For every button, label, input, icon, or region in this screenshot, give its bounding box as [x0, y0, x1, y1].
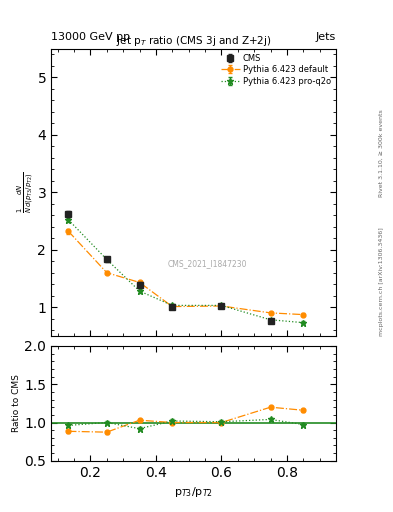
Text: Rivet 3.1.10, ≥ 300k events: Rivet 3.1.10, ≥ 300k events — [379, 110, 384, 198]
Y-axis label: Ratio to CMS: Ratio to CMS — [13, 374, 22, 432]
Y-axis label: $\frac{1}{N}\frac{dN}{d(p_{T3}/p_{T2})}$: $\frac{1}{N}\frac{dN}{d(p_{T3}/p_{T2})}$ — [15, 172, 35, 213]
Text: CMS_2021_I1847230: CMS_2021_I1847230 — [168, 260, 248, 269]
Text: Jets: Jets — [316, 32, 336, 42]
Text: mcplots.cern.ch [arXiv:1306.3436]: mcplots.cern.ch [arXiv:1306.3436] — [379, 227, 384, 336]
X-axis label: p$_{T3}$/p$_{T2}$: p$_{T3}$/p$_{T2}$ — [174, 485, 213, 499]
Title: Jet p$_{T}$ ratio (CMS 3j and Z+2j): Jet p$_{T}$ ratio (CMS 3j and Z+2j) — [116, 34, 271, 49]
Text: 13000 GeV pp: 13000 GeV pp — [51, 32, 130, 42]
Legend: CMS, Pythia 6.423 default, Pythia 6.423 pro-q2o: CMS, Pythia 6.423 default, Pythia 6.423 … — [218, 50, 334, 89]
